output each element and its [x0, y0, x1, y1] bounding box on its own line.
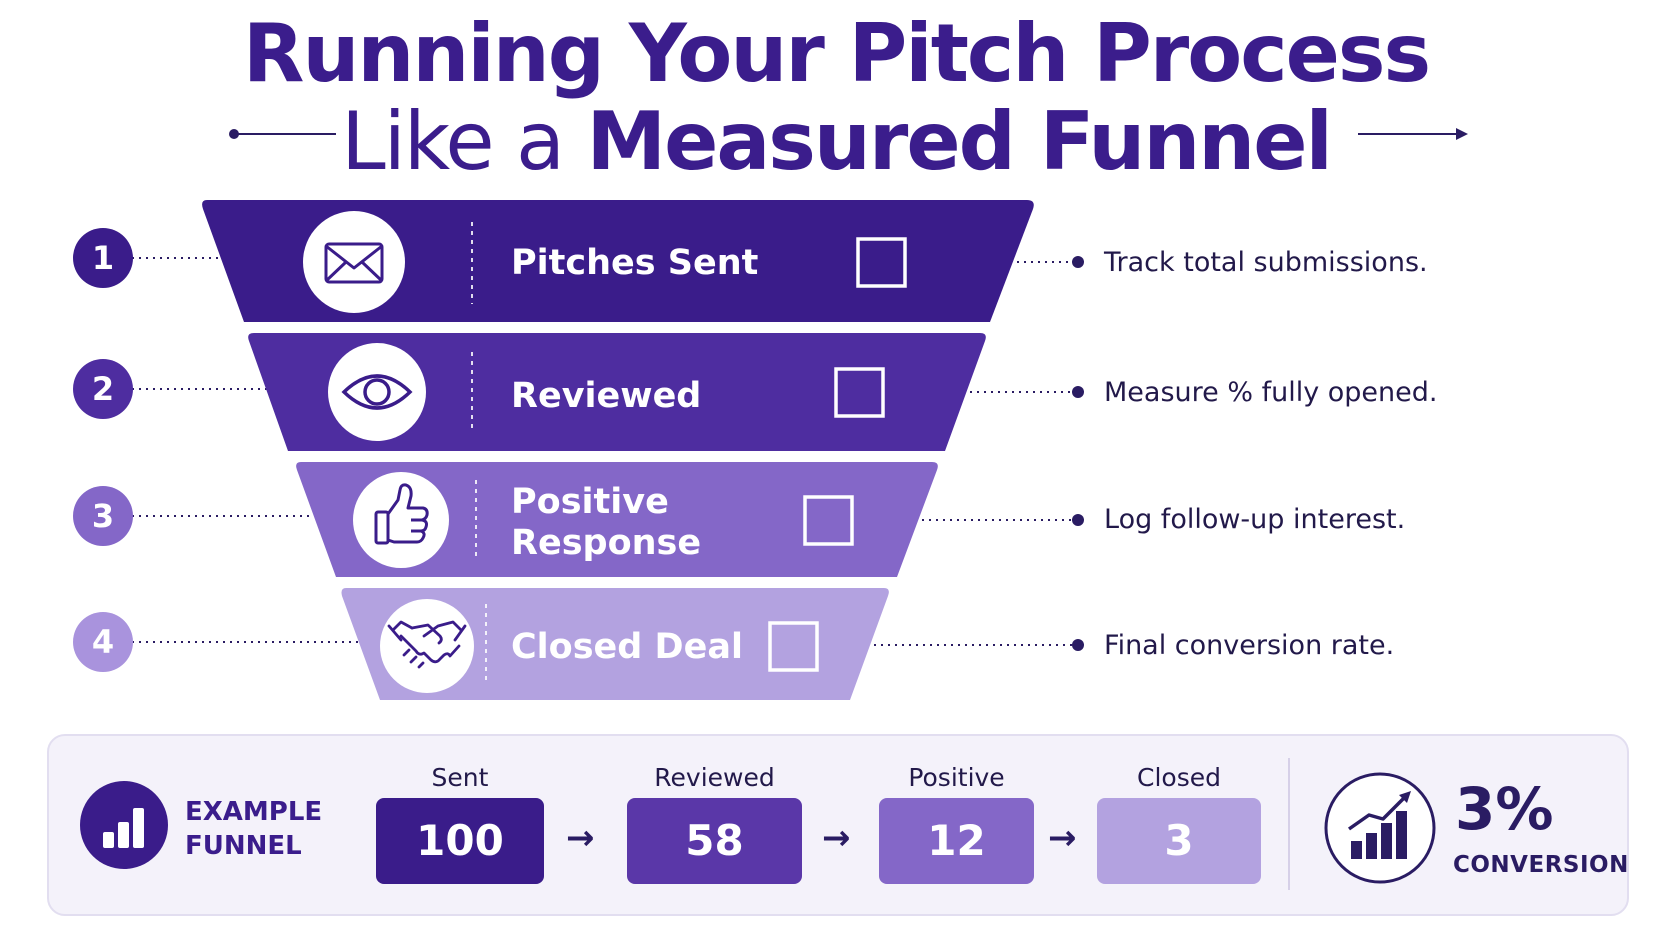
conversion-label: CONVERSION [1453, 852, 1629, 878]
stage-2-description: Measure % fully opened. [1104, 377, 1438, 408]
page-title-bold: Measured Funnel [586, 95, 1332, 188]
trending-up-chart-icon [1324, 772, 1436, 884]
step-number-4: 4 [73, 612, 133, 672]
stage-2-checkbox [834, 367, 885, 418]
connector-dot-3 [1072, 514, 1084, 526]
stage-3-description: Log follow-up interest. [1104, 504, 1406, 535]
funnel-diagram [132, 200, 1084, 700]
example-funnel-title: EXAMPLE FUNNEL [185, 797, 323, 861]
example-value-positive: 12 [879, 798, 1034, 884]
handshake-icon [387, 620, 467, 669]
example-step-label-closed: Closed [1137, 763, 1221, 792]
example-step-label-sent: Sent [431, 763, 489, 792]
stage-3-label: Positive Response [511, 482, 702, 563]
example-value-sent: 100 [376, 798, 544, 884]
stage-1-icon-circle [303, 211, 405, 313]
bar-chart-icon [80, 781, 168, 869]
connector-dot-2 [1072, 386, 1084, 398]
funnel-stage-2-band [248, 333, 986, 451]
page-title-line-2: Like a Measured Funnel [0, 102, 1672, 182]
stage-4-checkbox [768, 621, 819, 672]
step-number-2: 2 [73, 359, 133, 419]
example-arrow-2: → [822, 818, 851, 858]
example-value-reviewed: 58 [627, 798, 802, 884]
stage-4-label: Closed Deal [511, 627, 743, 667]
step-number-1: 1 [73, 228, 133, 288]
stage-1-description: Track total submissions. [1104, 247, 1428, 278]
step-number-3: 3 [73, 486, 133, 546]
example-arrow-3: → [1048, 818, 1077, 858]
panel-divider [1288, 758, 1290, 890]
stage-3-checkbox [803, 495, 854, 546]
page-title-light: Like a [341, 95, 587, 188]
funnel-stage-3-band [296, 462, 938, 577]
conversion-value: 3% [1455, 775, 1554, 843]
example-step-label-positive: Positive [908, 763, 1005, 792]
page-title-line-1: Running Your Pitch Process [242, 7, 1431, 100]
title-left-arrow-decoration [229, 129, 336, 139]
stage-1-checkbox [856, 237, 907, 288]
funnel-stage-1-band [202, 200, 1034, 322]
example-step-label-reviewed: Reviewed [654, 763, 775, 792]
example-arrow-1: → [566, 818, 595, 858]
funnel-stage-4-band [341, 588, 889, 700]
stage-2-icon-circle [328, 343, 426, 441]
envelope-icon [324, 242, 384, 284]
stage-2-label: Reviewed [511, 376, 702, 416]
stage-4-description: Final conversion rate. [1104, 630, 1395, 661]
stage-1-label: Pitches Sent [511, 243, 759, 283]
eye-icon [341, 374, 413, 410]
connector-dot-4 [1072, 639, 1084, 651]
example-value-closed: 3 [1097, 798, 1261, 884]
thumbs-up-icon [374, 483, 429, 545]
title-right-arrow-decoration [1358, 128, 1468, 140]
connector-dot-1 [1072, 256, 1084, 268]
